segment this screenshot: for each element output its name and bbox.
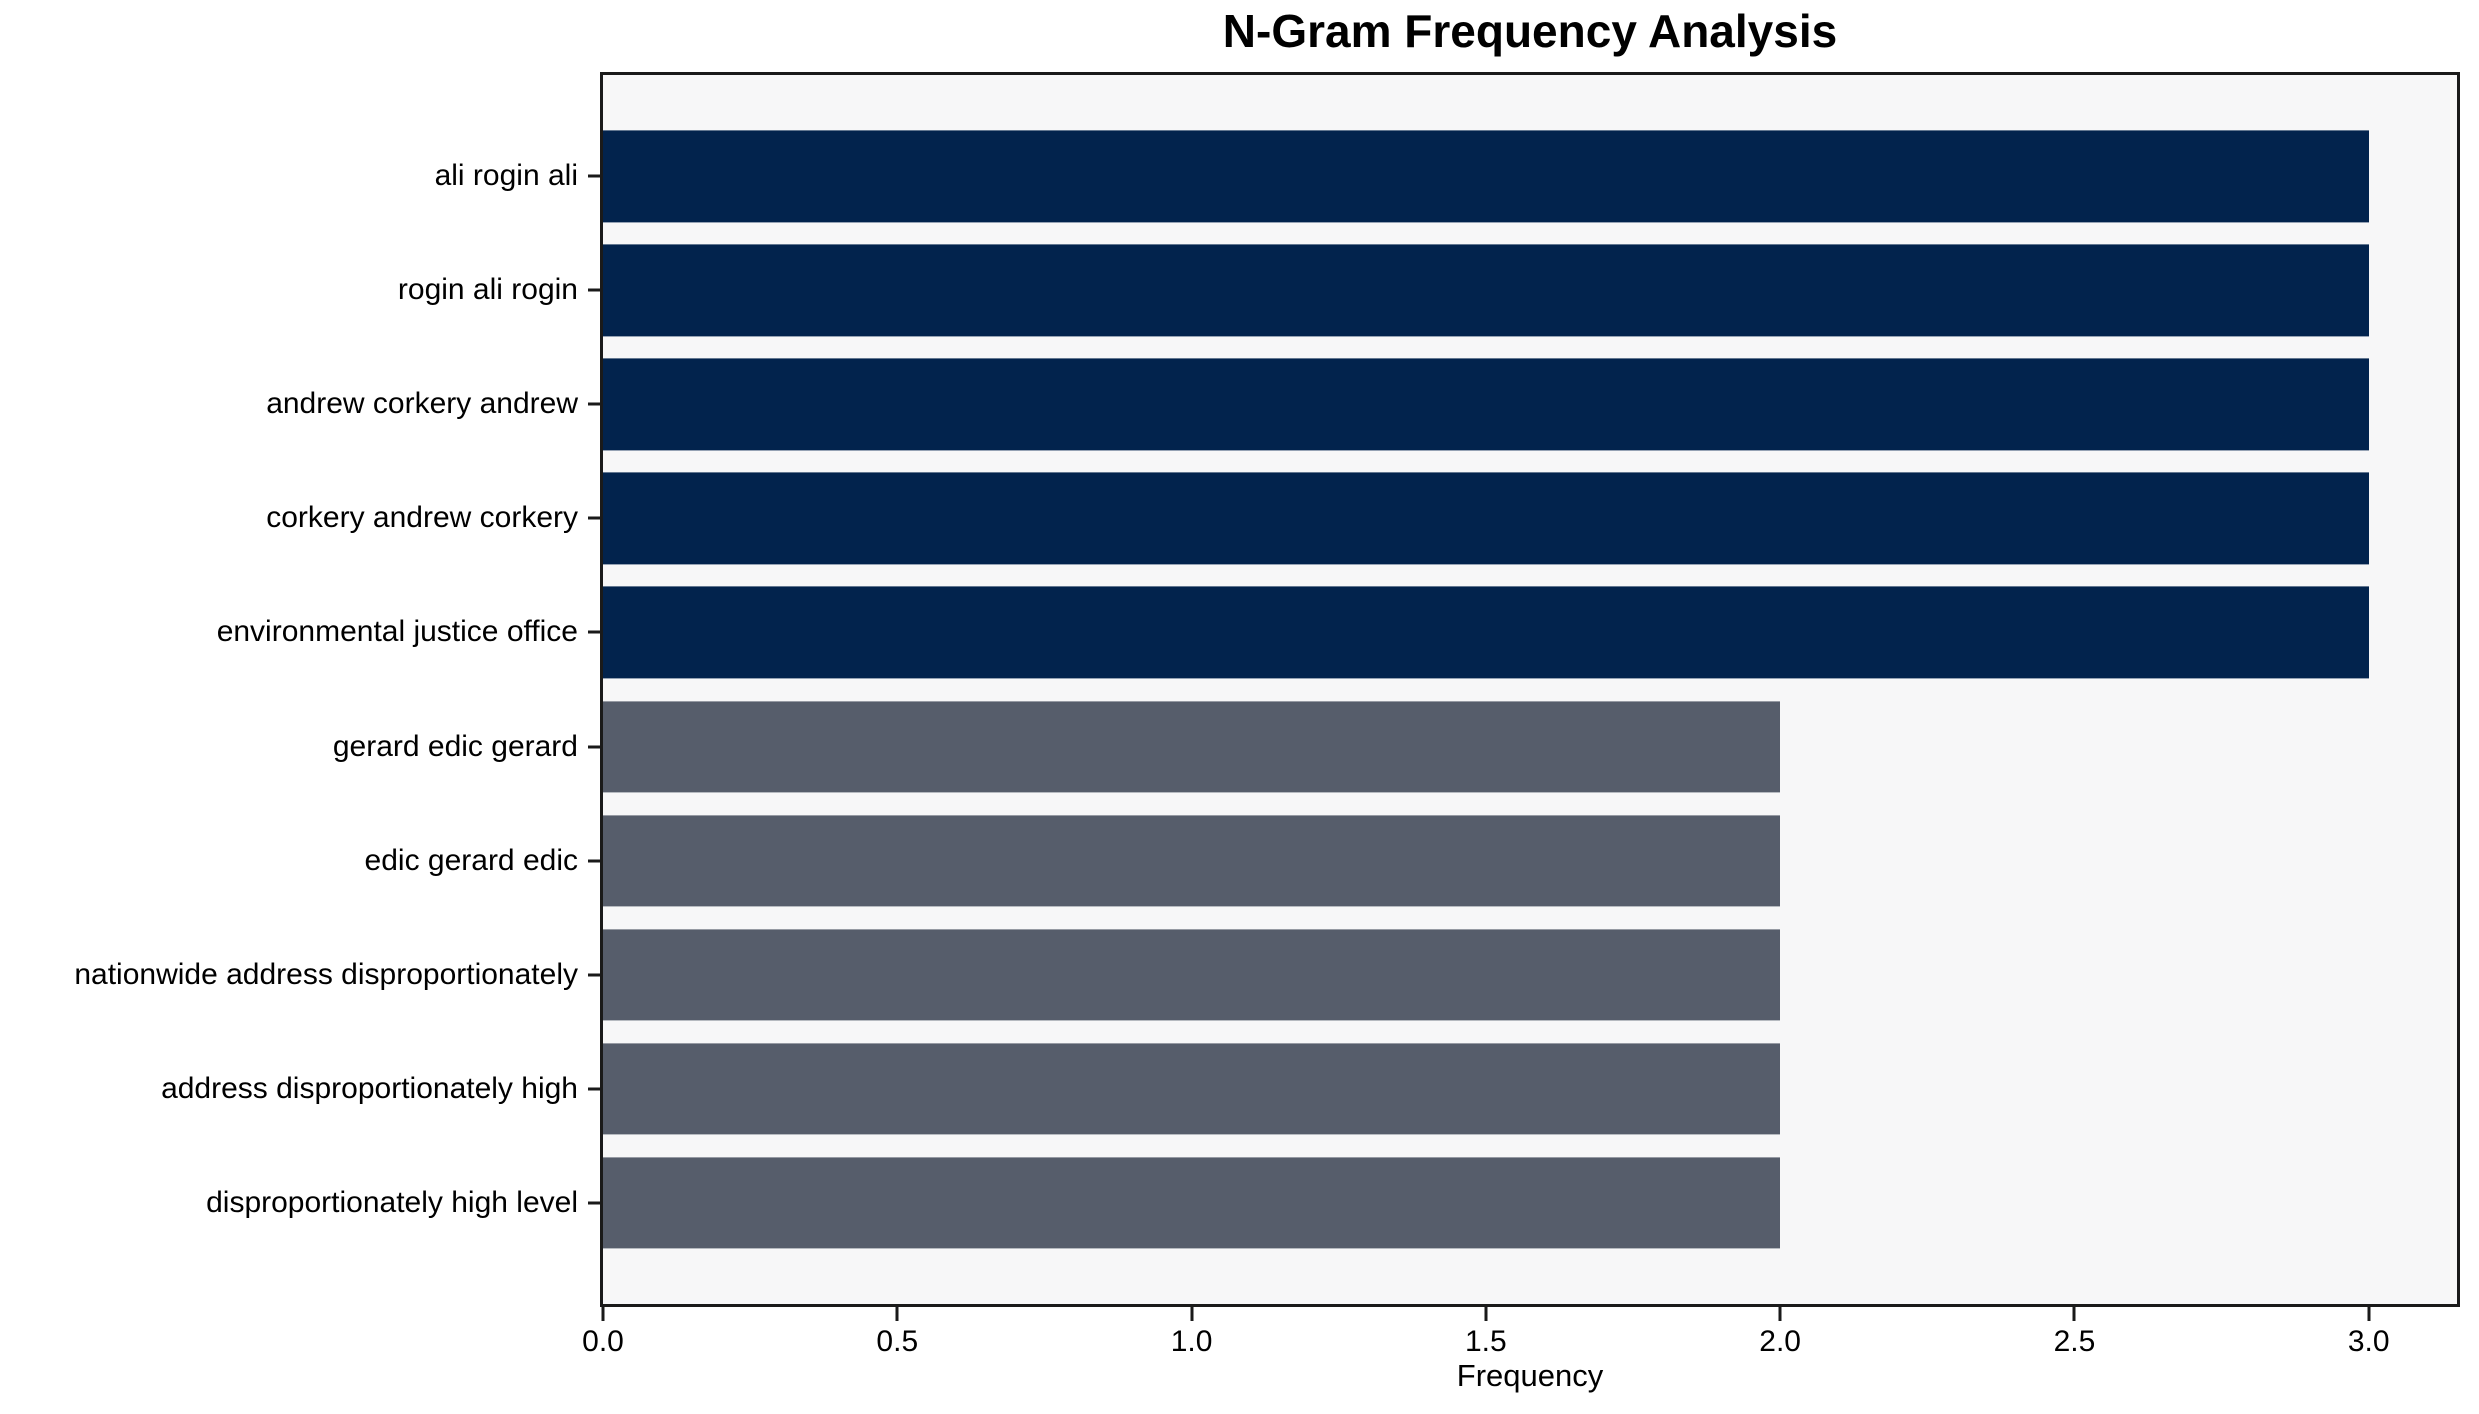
y-axis-tick: [588, 174, 600, 178]
y-axis-tick: [588, 973, 600, 977]
y-tick-label: gerard edic gerard: [332, 729, 578, 763]
y-tick-label: andrew corkery andrew: [266, 387, 578, 421]
x-axis-tick: [895, 1307, 899, 1321]
x-tick-label: 0.0: [582, 1325, 624, 1358]
bar: [603, 1156, 1781, 1249]
y-axis-tick: [588, 745, 600, 748]
y-axis-tick: [588, 288, 600, 292]
bar: [603, 586, 2369, 679]
x-axis-title: Frequency: [1456, 1358, 1604, 1393]
x-axis-tick: [1484, 1307, 1488, 1321]
bar: [603, 700, 1781, 793]
bar: [603, 928, 1781, 1021]
x-tick-label: 1.5: [1464, 1325, 1507, 1358]
x-tick-label: 2.5: [2053, 1325, 2096, 1358]
y-tick-label: corkery andrew corkery: [266, 501, 578, 535]
y-tick-label: ali rogin ali: [434, 159, 578, 193]
bar: [603, 130, 2369, 223]
bar: [603, 814, 1781, 907]
x-tick-label: 2.0: [1759, 1325, 1801, 1358]
x-tick-label: 1.0: [1170, 1325, 1213, 1358]
y-axis-tick: [588, 630, 600, 634]
y-tick-label: nationwide address disproportionately: [74, 957, 578, 991]
y-axis-tick: [588, 1201, 600, 1205]
x-tick-label: 3.0: [2347, 1325, 2390, 1358]
bar: [603, 472, 2369, 565]
x-axis-tick: [1190, 1307, 1194, 1321]
y-axis-tick: [588, 859, 600, 862]
y-axis-tick: [588, 402, 600, 406]
y-tick-label: environmental justice office: [216, 615, 578, 649]
x-axis-tick: [2072, 1307, 2076, 1321]
y-tick-label: rogin ali rogin: [397, 273, 578, 307]
y-tick-label: disproportionately high level: [206, 1185, 578, 1219]
x-axis-tick: [2367, 1307, 2371, 1321]
bar: [603, 1042, 1781, 1135]
x-axis-tick: [601, 1307, 605, 1321]
chart-title: N-Gram Frequency Analysis: [1222, 5, 1838, 57]
y-axis-tick: [588, 1087, 600, 1091]
x-axis-tick: [1778, 1307, 1782, 1321]
y-tick-label: edic gerard edic: [364, 843, 578, 877]
bar: [603, 244, 2369, 337]
plot-area: ali rogin ali rogin ali rogin andrew corke…: [74, 72, 2460, 1358]
y-tick-label: address disproportionately high: [161, 1071, 578, 1105]
x-tick-label: 0.5: [876, 1325, 919, 1358]
y-axis-tick: [588, 516, 600, 520]
bar: [603, 358, 2369, 451]
